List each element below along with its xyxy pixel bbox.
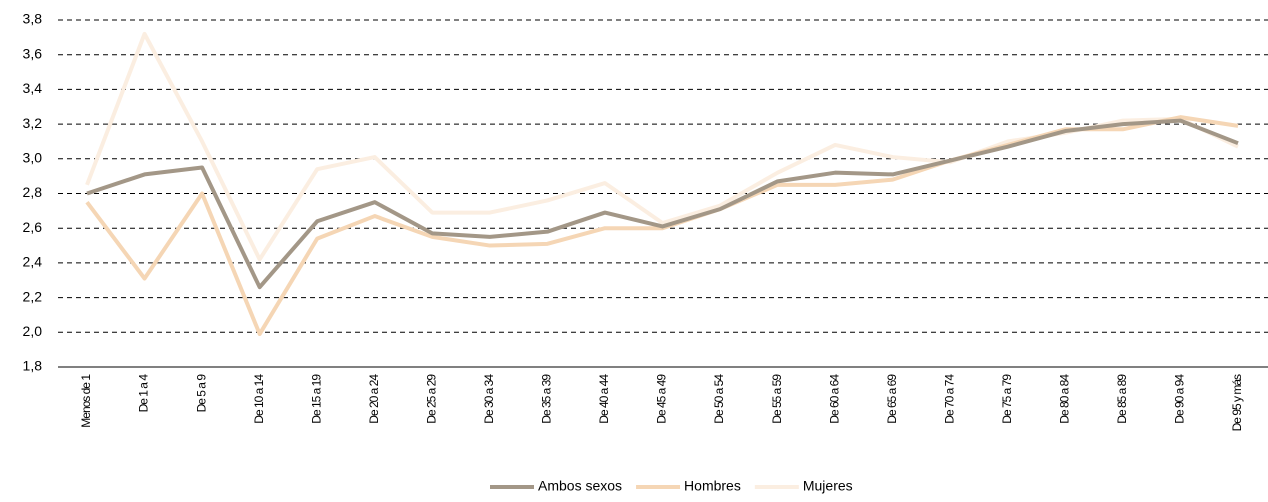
y-tick-label: 1,8 (23, 358, 43, 374)
y-tick-label: 3,6 (23, 45, 43, 61)
x-tick-label: De 10 a 14 (252, 374, 266, 424)
x-tick-label: Menos de 1 (79, 374, 93, 428)
x-tick-label: De 85 a 89 (1115, 374, 1129, 424)
series-line (86, 118, 1239, 290)
x-tick-label: De 50 a 54 (712, 374, 726, 424)
x-tick-label: De 15 a 19 (309, 374, 323, 424)
x-tick-label: De 90 a 94 (1173, 374, 1187, 424)
x-tick-label: De 25 a 29 (424, 374, 438, 424)
y-tick-label: 2,4 (23, 254, 43, 270)
y-tick-label: 2,6 (23, 219, 43, 235)
x-tick-label: De 55 a 59 (770, 374, 784, 424)
x-tick-label: De 95 y más (1230, 374, 1244, 431)
x-tick-label: De 75 a 79 (1000, 374, 1014, 424)
x-tick-label: De 20 a 24 (367, 374, 381, 424)
y-tick-label: 3,8 (23, 11, 43, 27)
legend-label: Hombres (684, 478, 741, 494)
y-tick-label: 3,2 (23, 115, 43, 131)
y-tick-label: 2,8 (23, 184, 43, 200)
x-tick-label: De 40 a 44 (597, 374, 611, 424)
x-tick-label: De 60 a 64 (827, 374, 841, 424)
y-tick-label: 2,2 (23, 288, 43, 304)
x-tick-label: De 65 a 69 (885, 374, 899, 424)
y-tick-label: 3,4 (23, 80, 43, 96)
x-tick-label: De 70 a 74 (942, 374, 956, 424)
x-tick-label: De 30 a 34 (482, 374, 496, 424)
x-tick-label: De 5 a 9 (194, 374, 208, 413)
x-tick-label: De 80 a 84 (1058, 374, 1072, 424)
y-tick-label: 3,0 (23, 150, 43, 166)
y-tick-label: 2,0 (23, 323, 43, 339)
x-tick-label: De 1 a 4 (137, 374, 151, 413)
x-tick-label: De 45 a 49 (655, 374, 669, 424)
legend-label: Mujeres (803, 478, 853, 494)
x-tick-label: De 35 a 39 (540, 374, 554, 424)
legend-label: Ambos sexos (538, 478, 622, 494)
